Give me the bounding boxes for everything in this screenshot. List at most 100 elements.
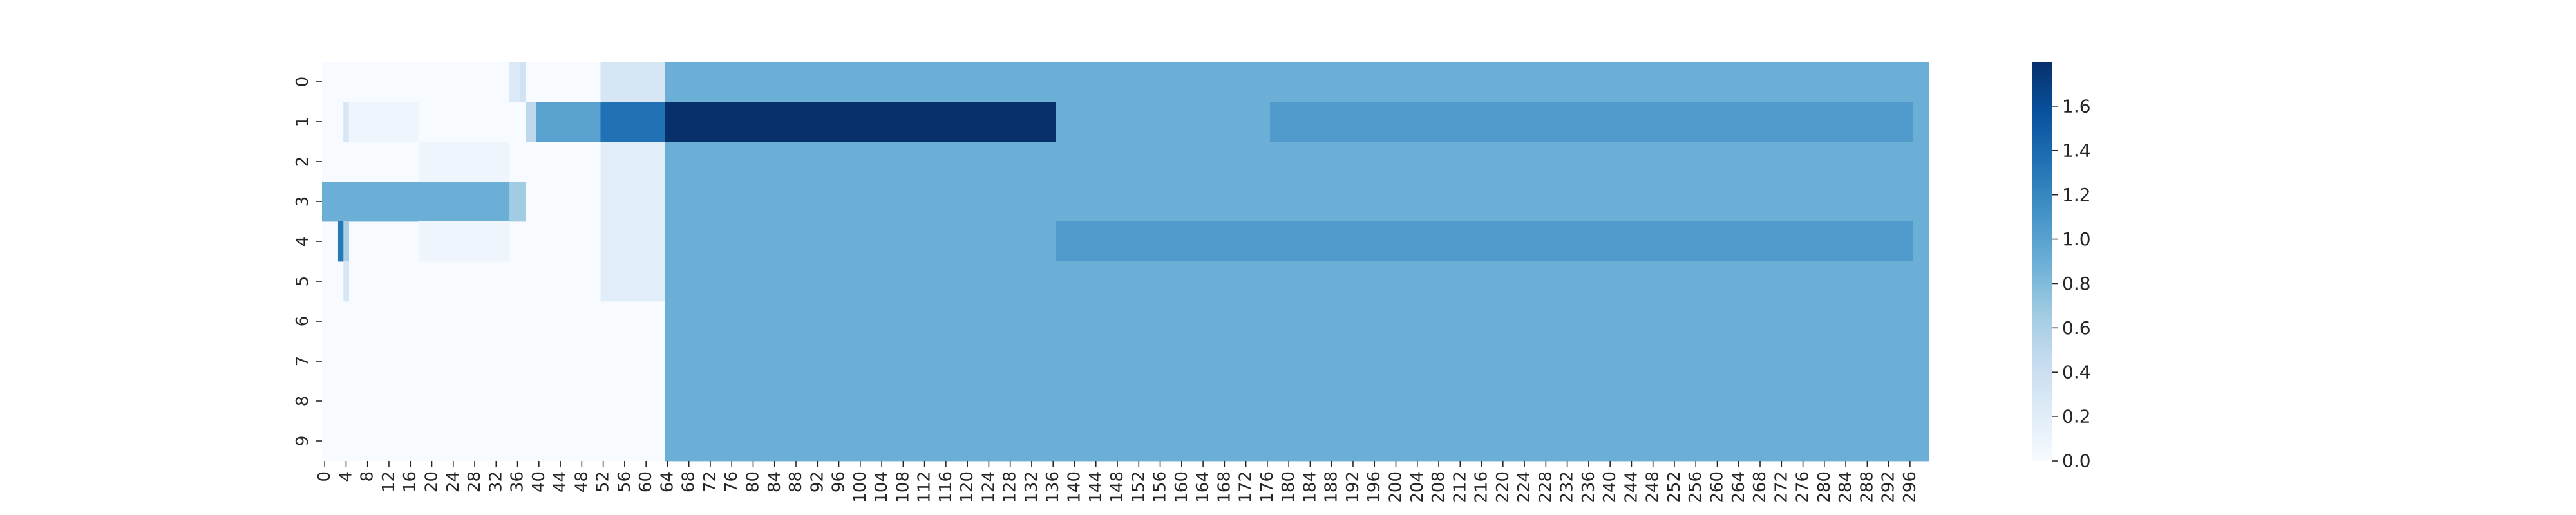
x-tick-label: 40 bbox=[529, 471, 549, 492]
x-tick-label: 120 bbox=[958, 471, 977, 503]
heatmap-cell bbox=[600, 62, 665, 102]
x-tick-label: 196 bbox=[1365, 471, 1384, 503]
x-tick-label: 96 bbox=[829, 471, 849, 492]
heatmap-cell bbox=[536, 102, 601, 142]
heatmap-cell bbox=[665, 102, 1056, 142]
x-tick-label: 260 bbox=[1707, 471, 1727, 503]
heatmap-cell bbox=[343, 221, 349, 262]
x-tick-label: 52 bbox=[594, 471, 613, 492]
heatmap-cell bbox=[1913, 102, 1929, 142]
heatmap-cell bbox=[520, 62, 526, 102]
colorbar-tick-label: 0.8 bbox=[2062, 273, 2091, 294]
x-tick-label: 8 bbox=[358, 471, 377, 482]
y-tick-label: 0 bbox=[293, 77, 312, 88]
x-tick-label: 224 bbox=[1515, 471, 1534, 503]
x-tick-label: 144 bbox=[1086, 471, 1106, 503]
x-tick-label: 152 bbox=[1129, 471, 1148, 503]
x-tick-label: 220 bbox=[1493, 471, 1513, 503]
heatmap-cell bbox=[1270, 102, 1913, 142]
x-tick-label: 160 bbox=[1172, 471, 1191, 503]
heatmap-cell bbox=[665, 421, 1929, 462]
x-tick-label: 276 bbox=[1794, 471, 1813, 503]
heatmap-cell bbox=[526, 102, 537, 142]
x-tick-label: 76 bbox=[722, 471, 741, 492]
x-tick-label: 44 bbox=[551, 471, 570, 492]
x-tick-label: 140 bbox=[1065, 471, 1084, 503]
y-tick-label: 2 bbox=[293, 156, 312, 167]
x-tick-label: 296 bbox=[1900, 471, 1920, 503]
x-tick-label: 204 bbox=[1408, 471, 1427, 503]
x-tick-label: 168 bbox=[1215, 471, 1234, 503]
x-tick-label: 172 bbox=[1236, 471, 1256, 503]
heatmap-cell bbox=[509, 182, 526, 222]
x-tick-label: 48 bbox=[572, 471, 591, 492]
x-tick-label: 56 bbox=[615, 471, 634, 492]
x-tick-label: 252 bbox=[1665, 471, 1684, 503]
x-tick-label: 16 bbox=[401, 471, 420, 492]
x-tick-label: 132 bbox=[1022, 471, 1041, 503]
heatmap-cell bbox=[665, 341, 1929, 382]
x-tick-label: 164 bbox=[1193, 471, 1213, 503]
x-tick-label: 112 bbox=[915, 471, 934, 503]
heatmap-cell bbox=[418, 142, 510, 182]
x-tick-label: 12 bbox=[379, 471, 399, 492]
x-tick-label: 148 bbox=[1108, 471, 1127, 503]
x-tick-label: 92 bbox=[808, 471, 827, 492]
heatmap-cell bbox=[322, 182, 510, 222]
x-tick-label: 64 bbox=[658, 471, 677, 492]
y-tick-label: 5 bbox=[293, 276, 312, 287]
heatmap-cell bbox=[665, 261, 1929, 302]
colorbar-tick-label: 1.6 bbox=[2062, 95, 2091, 117]
x-tick-label: 244 bbox=[1622, 471, 1641, 503]
x-tick-label: 104 bbox=[872, 471, 891, 503]
x-tick-label: 24 bbox=[444, 471, 463, 492]
heatmap-cell bbox=[348, 102, 419, 142]
x-tick-label: 156 bbox=[1151, 471, 1170, 503]
x-tick-label: 100 bbox=[851, 471, 870, 503]
heatmap-cell bbox=[665, 62, 1929, 102]
x-tick-label: 88 bbox=[786, 471, 806, 492]
x-tick-label: 124 bbox=[979, 471, 998, 503]
x-tick-label: 0 bbox=[315, 471, 334, 482]
colorbar-tick-label: 1.4 bbox=[2062, 140, 2091, 161]
x-tick-label: 128 bbox=[1001, 471, 1020, 503]
heatmap-cell bbox=[343, 261, 349, 302]
y-tick-label: 4 bbox=[293, 236, 312, 247]
x-tick-label: 36 bbox=[508, 471, 527, 492]
x-tick-label: 28 bbox=[465, 471, 484, 492]
heatmap-cell bbox=[418, 221, 510, 262]
y-tick-label: 9 bbox=[293, 436, 312, 447]
x-tick-label: 280 bbox=[1815, 471, 1834, 503]
x-tick-label: 4 bbox=[336, 471, 355, 482]
y-axis: 0 1 2 3 4 5 6 7 8 9 bbox=[293, 77, 322, 447]
x-tick-label: 256 bbox=[1686, 471, 1705, 503]
heatmap-cell bbox=[665, 221, 1056, 262]
colorbar-tick-label: 1.2 bbox=[2062, 184, 2091, 205]
heatmap-cell bbox=[665, 301, 1929, 342]
x-tick-label: 180 bbox=[1279, 471, 1298, 503]
x-tick-label: 72 bbox=[701, 471, 720, 492]
heatmap-cell bbox=[343, 102, 349, 142]
x-tick-label: 268 bbox=[1750, 471, 1770, 503]
x-axis: 0 4 8 12 16 20 24 28 32 36 40 44 48 52 56 60 64 68 72 76 80 8… bbox=[315, 461, 1920, 503]
y-tick-label: 8 bbox=[293, 396, 312, 407]
x-tick-label: 84 bbox=[765, 471, 784, 492]
x-tick-label: 32 bbox=[486, 471, 506, 492]
y-tick-label: 7 bbox=[293, 356, 312, 367]
heatmap-cell bbox=[509, 62, 521, 102]
colorbar-tick-label: 0.6 bbox=[2062, 317, 2091, 339]
x-tick-label: 228 bbox=[1536, 471, 1555, 503]
y-tick-label: 3 bbox=[293, 196, 312, 207]
heatmap-cell bbox=[600, 261, 665, 302]
x-tick-label: 60 bbox=[636, 471, 656, 492]
x-tick-label: 284 bbox=[1836, 471, 1855, 503]
x-tick-label: 176 bbox=[1258, 471, 1277, 503]
x-tick-label: 248 bbox=[1643, 471, 1663, 503]
colorbar-gradient bbox=[2032, 62, 2052, 461]
heatmap-cell bbox=[1913, 221, 1929, 262]
heatmap-cell bbox=[600, 182, 665, 222]
heatmap-cell bbox=[665, 381, 1929, 422]
heatmap-cell bbox=[600, 221, 665, 262]
x-tick-label: 292 bbox=[1879, 471, 1899, 503]
